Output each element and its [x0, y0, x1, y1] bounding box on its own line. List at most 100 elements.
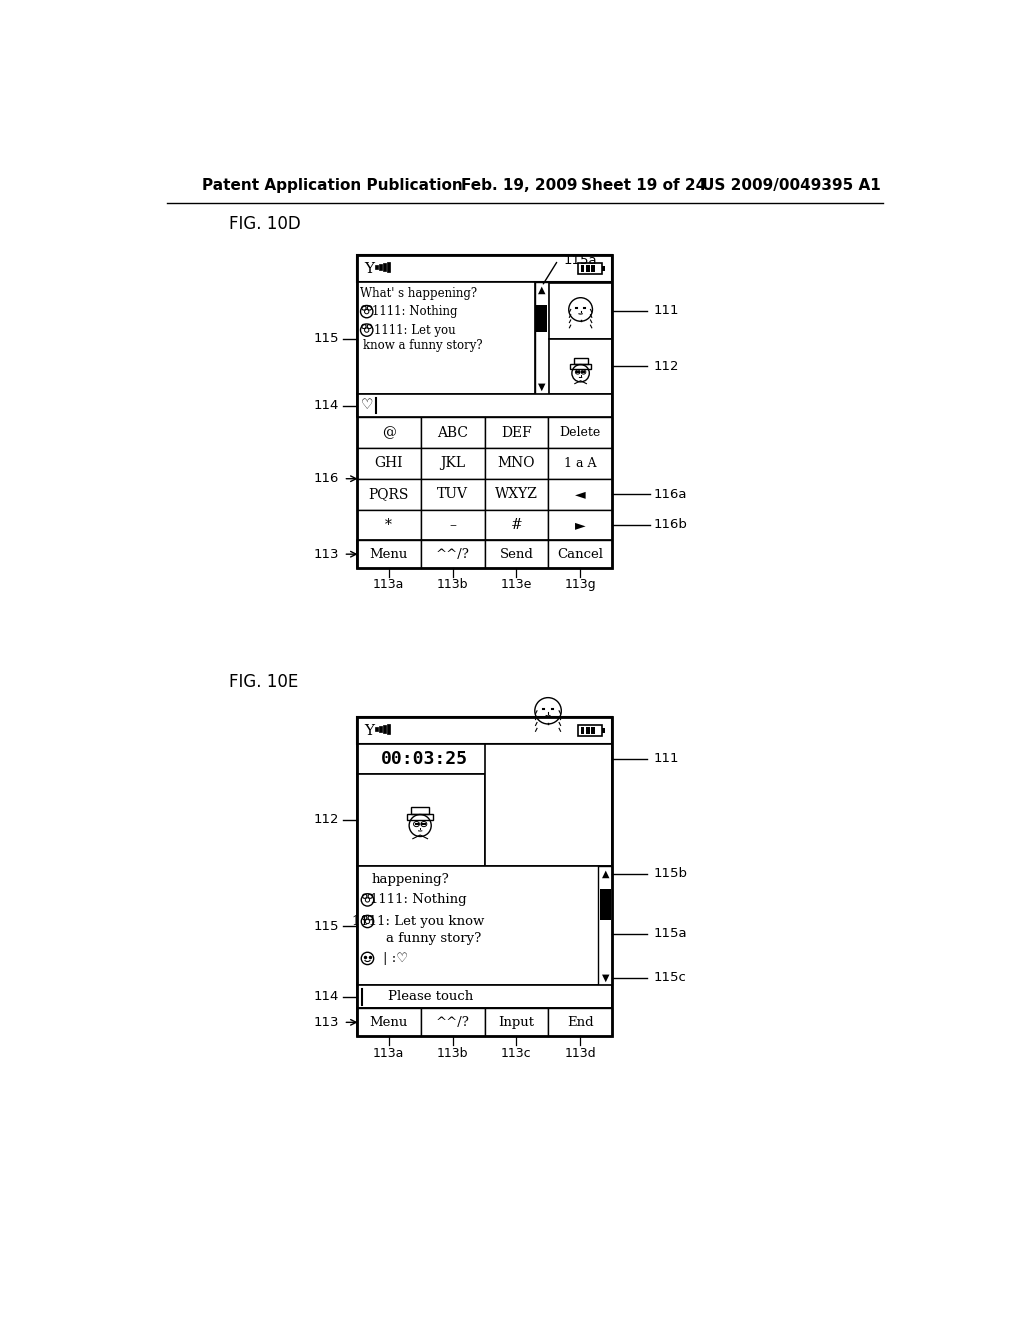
Text: Delete: Delete [560, 426, 601, 440]
Bar [375, 727, 378, 730]
Bar [387, 723, 389, 734]
Text: ▼: ▼ [602, 973, 609, 982]
Bar [484, 417, 549, 447]
Bar [579, 725, 601, 737]
Text: 113b: 113b [437, 1047, 468, 1060]
Text: happening?: happening? [372, 874, 450, 887]
Bar [421, 1008, 484, 1036]
Bar [356, 774, 484, 866]
Text: –: – [450, 517, 456, 532]
Text: Input: Input [499, 1016, 535, 1028]
Text: ▲: ▲ [602, 869, 609, 879]
Bar [592, 264, 595, 272]
Text: ^^/?: ^^/? [435, 1016, 469, 1028]
Bar [356, 255, 612, 282]
Bar [379, 264, 382, 269]
Bar [421, 540, 484, 568]
Bar [356, 479, 421, 510]
Bar [356, 447, 421, 479]
Bar [601, 729, 604, 733]
Bar [573, 358, 588, 364]
Text: JKL: JKL [440, 457, 465, 470]
Text: ♡: ♡ [360, 399, 373, 413]
Bar [421, 447, 484, 479]
Text: 114: 114 [313, 990, 339, 1003]
Text: ▲: ▲ [538, 285, 546, 296]
Text: MNO: MNO [498, 457, 536, 470]
Text: TUV: TUV [437, 487, 468, 502]
Text: know a funny story?: know a funny story? [362, 339, 482, 352]
Bar [356, 866, 612, 985]
Text: ^^/?: ^^/? [435, 548, 469, 561]
Text: 115c: 115c [653, 972, 686, 985]
Bar [484, 1008, 549, 1036]
Bar [549, 1008, 612, 1036]
Text: 113g: 113g [564, 578, 596, 591]
Text: *: * [385, 517, 392, 532]
Text: 112: 112 [313, 813, 339, 826]
Bar [592, 726, 595, 734]
Text: 115a: 115a [563, 253, 597, 267]
Bar [549, 540, 612, 568]
Text: 113e: 113e [501, 578, 532, 591]
Text: Please touch: Please touch [388, 990, 473, 1003]
Bar [356, 985, 612, 1008]
Text: 111: 111 [653, 305, 679, 317]
Text: 1111: Let you: 1111: Let you [374, 323, 456, 337]
Bar [537, 305, 547, 333]
Text: ►: ► [575, 517, 586, 532]
Text: 113a: 113a [373, 1047, 404, 1060]
Bar [421, 417, 484, 447]
Text: Cancel: Cancel [557, 548, 603, 561]
Bar [570, 364, 591, 368]
Bar [484, 540, 549, 568]
Text: PQRS: PQRS [369, 487, 409, 502]
Bar [383, 263, 386, 271]
Text: 115b: 115b [653, 867, 687, 880]
Text: 115: 115 [313, 920, 339, 933]
Text: #: # [511, 517, 522, 532]
Text: 1111: Nothing: 1111: Nothing [371, 894, 467, 907]
Bar [549, 417, 612, 447]
Bar [412, 807, 429, 814]
Bar [356, 255, 612, 568]
Text: What' s happening?: What' s happening? [360, 286, 477, 300]
Bar [549, 284, 612, 339]
Text: 115: 115 [313, 333, 339, 345]
Bar [581, 264, 585, 272]
Bar [484, 479, 549, 510]
Bar [383, 725, 386, 733]
Bar [484, 447, 549, 479]
Text: 113a: 113a [373, 578, 404, 591]
Text: Sheet 19 of 24: Sheet 19 of 24 [582, 178, 707, 193]
Text: 00:03:25: 00:03:25 [381, 750, 468, 768]
Bar [356, 395, 612, 417]
Bar [600, 890, 611, 920]
Text: @: @ [382, 425, 395, 440]
Text: Y: Y [364, 723, 374, 738]
Text: 1 a A: 1 a A [564, 457, 597, 470]
Bar [379, 726, 382, 731]
Text: | :♡: | :♡ [383, 952, 408, 965]
Text: FIG. 10D: FIG. 10D [228, 215, 300, 232]
Text: Menu: Menu [370, 548, 408, 561]
Bar [598, 866, 612, 985]
Text: 113: 113 [313, 1016, 339, 1028]
Bar [421, 510, 484, 540]
Text: ▼: ▼ [538, 381, 546, 391]
Bar [356, 510, 421, 540]
Bar [579, 263, 601, 275]
Bar [421, 479, 484, 510]
Bar [586, 726, 590, 734]
Text: 111: 111 [653, 752, 679, 766]
Bar [356, 717, 612, 744]
Text: DEF: DEF [501, 425, 531, 440]
Bar [549, 510, 612, 540]
Bar [356, 717, 612, 1036]
Text: US 2009/0049395 A1: US 2009/0049395 A1 [701, 178, 881, 193]
Bar [601, 267, 604, 271]
Bar [356, 1008, 421, 1036]
Text: End: End [567, 1016, 594, 1028]
Text: GHI: GHI [375, 457, 402, 470]
Bar [493, 744, 612, 774]
